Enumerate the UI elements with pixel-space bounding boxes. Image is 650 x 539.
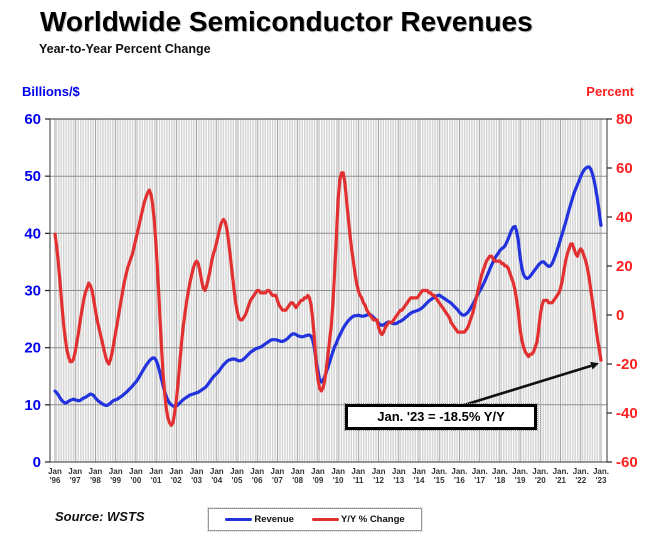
svg-text:'04: '04: [211, 476, 222, 485]
left-axis-ticks: 0 10 20 30 40 50 60: [24, 111, 50, 471]
svg-text:'02: '02: [171, 476, 182, 485]
svg-text:'09: '09: [312, 476, 323, 485]
svg-text:'96: '96: [50, 476, 61, 485]
svg-text:Jan: Jan: [351, 467, 365, 476]
svg-text:'05: '05: [232, 476, 243, 485]
svg-text:'01: '01: [151, 476, 162, 485]
svg-text:'98: '98: [90, 476, 101, 485]
legend-box: Revenue Y/Y % Change: [207, 507, 423, 532]
svg-text:60: 60: [24, 111, 41, 128]
svg-text:'00: '00: [130, 476, 141, 485]
svg-text:60: 60: [616, 160, 633, 177]
svg-text:Jan: Jan: [331, 467, 345, 476]
svg-text:'22: '22: [575, 476, 586, 485]
svg-text:'15: '15: [434, 476, 445, 485]
svg-text:'99: '99: [110, 476, 121, 485]
legend-line-swatch: [311, 518, 339, 521]
svg-text:Jan: Jan: [271, 467, 285, 476]
svg-text:Jan: Jan: [169, 467, 183, 476]
svg-text:Jan: Jan: [109, 467, 123, 476]
svg-text:Jan.: Jan.: [573, 467, 589, 476]
svg-text:50: 50: [24, 168, 41, 185]
svg-text:'11: '11: [353, 476, 364, 485]
page-title: Worldwide Semiconductor Revenues: [40, 6, 533, 37]
page-subtitle: Year-to-Year Percent Change: [39, 42, 211, 56]
svg-text:'23: '23: [596, 476, 607, 485]
legend-item-y-y-change: Y/Y % Change: [311, 514, 405, 525]
right-axis-title: Percent: [586, 84, 634, 99]
svg-text:80: 80: [616, 111, 633, 128]
svg-text:-40: -40: [616, 405, 638, 422]
source-label: Source: WSTS: [55, 509, 145, 524]
left-axis-title: Billions/$: [22, 84, 80, 99]
legend-label: Revenue: [254, 514, 294, 525]
series-yoy-change-line: [53, 171, 603, 427]
legend-label: Y/Y % Change: [340, 514, 405, 525]
svg-text:Jan.: Jan.: [553, 467, 569, 476]
svg-text:Jan: Jan: [250, 467, 264, 476]
svg-text:Jan: Jan: [210, 467, 224, 476]
svg-text:Jan.: Jan.: [492, 467, 508, 476]
svg-text:Jan: Jan: [412, 467, 426, 476]
svg-text:'19: '19: [515, 476, 526, 485]
svg-text:'10: '10: [333, 476, 344, 485]
svg-text:-60: -60: [616, 454, 638, 471]
svg-text:Jan: Jan: [311, 467, 325, 476]
svg-text:20: 20: [24, 340, 41, 357]
svg-text:'16: '16: [454, 476, 465, 485]
svg-text:Jan: Jan: [48, 467, 62, 476]
svg-text:Jan: Jan: [129, 467, 143, 476]
svg-text:Jan.: Jan.: [451, 467, 467, 476]
svg-text:-20: -20: [616, 356, 638, 373]
svg-text:40: 40: [24, 225, 41, 242]
legend-item-revenue: Revenue: [225, 514, 294, 525]
svg-text:'06: '06: [252, 476, 263, 485]
svg-text:Jan.: Jan.: [532, 467, 548, 476]
annotation-arrow: [447, 361, 599, 412]
svg-text:Jan: Jan: [89, 467, 103, 476]
svg-text:'17: '17: [474, 476, 485, 485]
svg-text:'08: '08: [292, 476, 303, 485]
annotation-callout: Jan. '23 = -18.5% Y/Y: [344, 403, 538, 431]
legend-line-swatch: [225, 518, 253, 521]
svg-text:'14: '14: [414, 476, 425, 485]
svg-text:Jan.: Jan.: [512, 467, 528, 476]
right-axis-ticks: -60 -40 -20 0 20 40 60 80: [607, 111, 638, 471]
svg-text:'21: '21: [555, 476, 566, 485]
svg-text:'03: '03: [191, 476, 202, 485]
svg-text:Jan: Jan: [392, 467, 406, 476]
svg-text:20: 20: [616, 258, 633, 275]
svg-text:'18: '18: [494, 476, 505, 485]
svg-text:Jan: Jan: [291, 467, 305, 476]
svg-text:Jan: Jan: [68, 467, 82, 476]
svg-text:'97: '97: [70, 476, 81, 485]
svg-text:0: 0: [33, 454, 41, 471]
svg-text:'13: '13: [393, 476, 404, 485]
svg-text:0: 0: [616, 307, 624, 324]
svg-text:Jan.: Jan.: [593, 467, 609, 476]
svg-text:Jan: Jan: [190, 467, 204, 476]
x-axis-labels: Jan'96Jan'97Jan'98Jan'99Jan'00Jan'01Jan'…: [48, 467, 609, 485]
svg-text:Jan.: Jan.: [431, 467, 447, 476]
svg-text:Jan.: Jan.: [472, 467, 488, 476]
svg-text:'07: '07: [272, 476, 283, 485]
svg-text:Jan: Jan: [149, 467, 163, 476]
svg-text:Jan: Jan: [372, 467, 386, 476]
svg-text:'12: '12: [373, 476, 384, 485]
svg-text:40: 40: [616, 209, 633, 226]
svg-text:10: 10: [24, 397, 41, 414]
svg-text:30: 30: [24, 283, 41, 300]
svg-text:Jan: Jan: [230, 467, 244, 476]
svg-text:'20: '20: [535, 476, 546, 485]
